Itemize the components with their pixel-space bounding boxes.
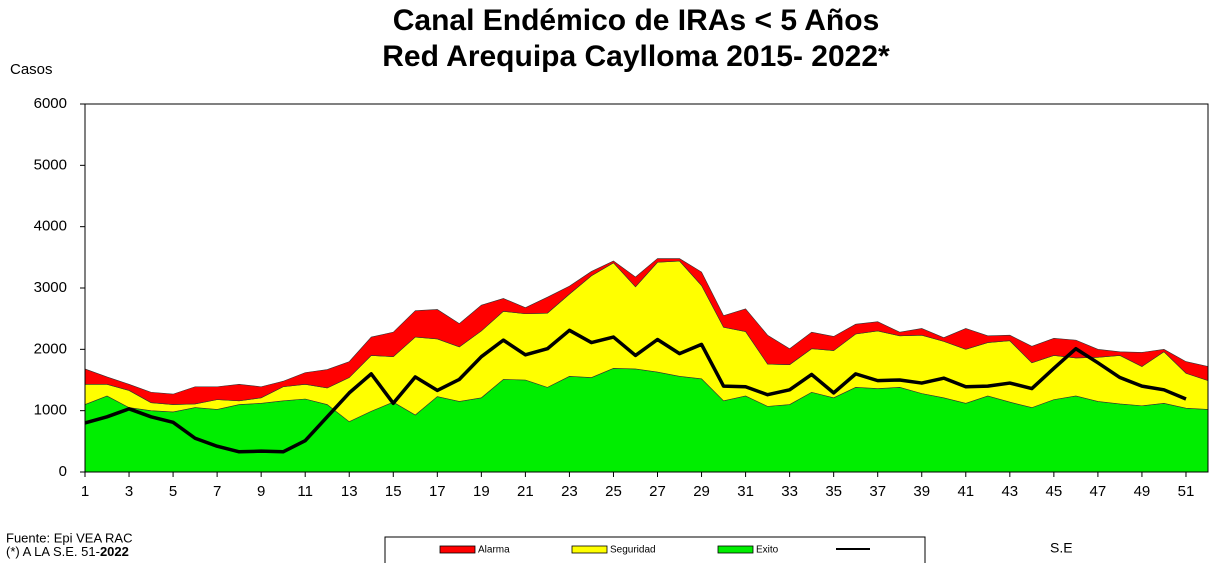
x-tick-label: 1 <box>81 483 89 500</box>
x-tick-label: 13 <box>341 483 358 500</box>
y-tick-label: 2000 <box>34 340 67 357</box>
x-tick-label: 25 <box>605 483 622 500</box>
legend-label: Exito <box>756 545 779 556</box>
x-tick-label: 39 <box>913 483 930 500</box>
x-tick-label: 9 <box>257 483 265 500</box>
x-tick-label: 29 <box>693 483 710 500</box>
legend-swatch <box>571 545 608 554</box>
x-tick-label: 21 <box>517 483 534 500</box>
x-tick-label: 41 <box>957 483 974 500</box>
y-tick-label: 0 <box>59 463 67 480</box>
x-tick-label: 51 <box>1178 483 1195 500</box>
x-tick-label: 17 <box>429 483 446 500</box>
x-tick-label: 33 <box>781 483 798 500</box>
x-axis-label: S.E <box>1050 540 1073 556</box>
legend-label: Alarma <box>478 545 510 556</box>
line <box>84 328 1187 454</box>
y-tick-label: 4000 <box>34 218 67 235</box>
legend-swatch <box>439 545 476 554</box>
x-tick-label: 5 <box>169 483 177 500</box>
x-tick-label: 45 <box>1046 483 1063 500</box>
chart-title: Red Arequipa Caylloma 2015- 2022* <box>382 40 890 73</box>
y-tick-label: 6000 <box>34 95 67 112</box>
x-tick-label: 47 <box>1090 483 1107 500</box>
x-tick-label: 23 <box>561 483 578 500</box>
x-tick-label: 11 <box>297 483 313 500</box>
y-tick-label: 5000 <box>34 156 67 173</box>
y-tick-label: 1000 <box>34 402 67 419</box>
x-tick-label: 3 <box>125 483 133 500</box>
legend-label: Seguridad <box>610 545 656 556</box>
x-tick-label: 15 <box>385 483 402 500</box>
chart-title: Canal Endémico de IRAs < 5 Años <box>393 4 880 37</box>
legend-swatch <box>717 545 754 554</box>
note-year: 2022 <box>100 544 129 559</box>
note: (*) A LA S.E. 51-2022 <box>6 544 129 559</box>
x-tick-label: 49 <box>1134 483 1151 500</box>
x-tick-label: 43 <box>1001 483 1018 500</box>
x-tick-label: 27 <box>649 483 666 500</box>
x-tick-label: 35 <box>825 483 842 500</box>
x-tick-label: 7 <box>213 483 221 500</box>
x-tick-label: 37 <box>869 483 886 500</box>
y-axis-label: Casos <box>10 61 53 78</box>
source: Fuente: Epi VEA RAC <box>6 530 132 545</box>
x-tick-label: 19 <box>473 483 490 500</box>
note-text: (*) A LA S.E. 51- <box>6 544 100 559</box>
y-tick-label: 3000 <box>34 279 67 296</box>
x-tick-label: 31 <box>737 483 754 500</box>
